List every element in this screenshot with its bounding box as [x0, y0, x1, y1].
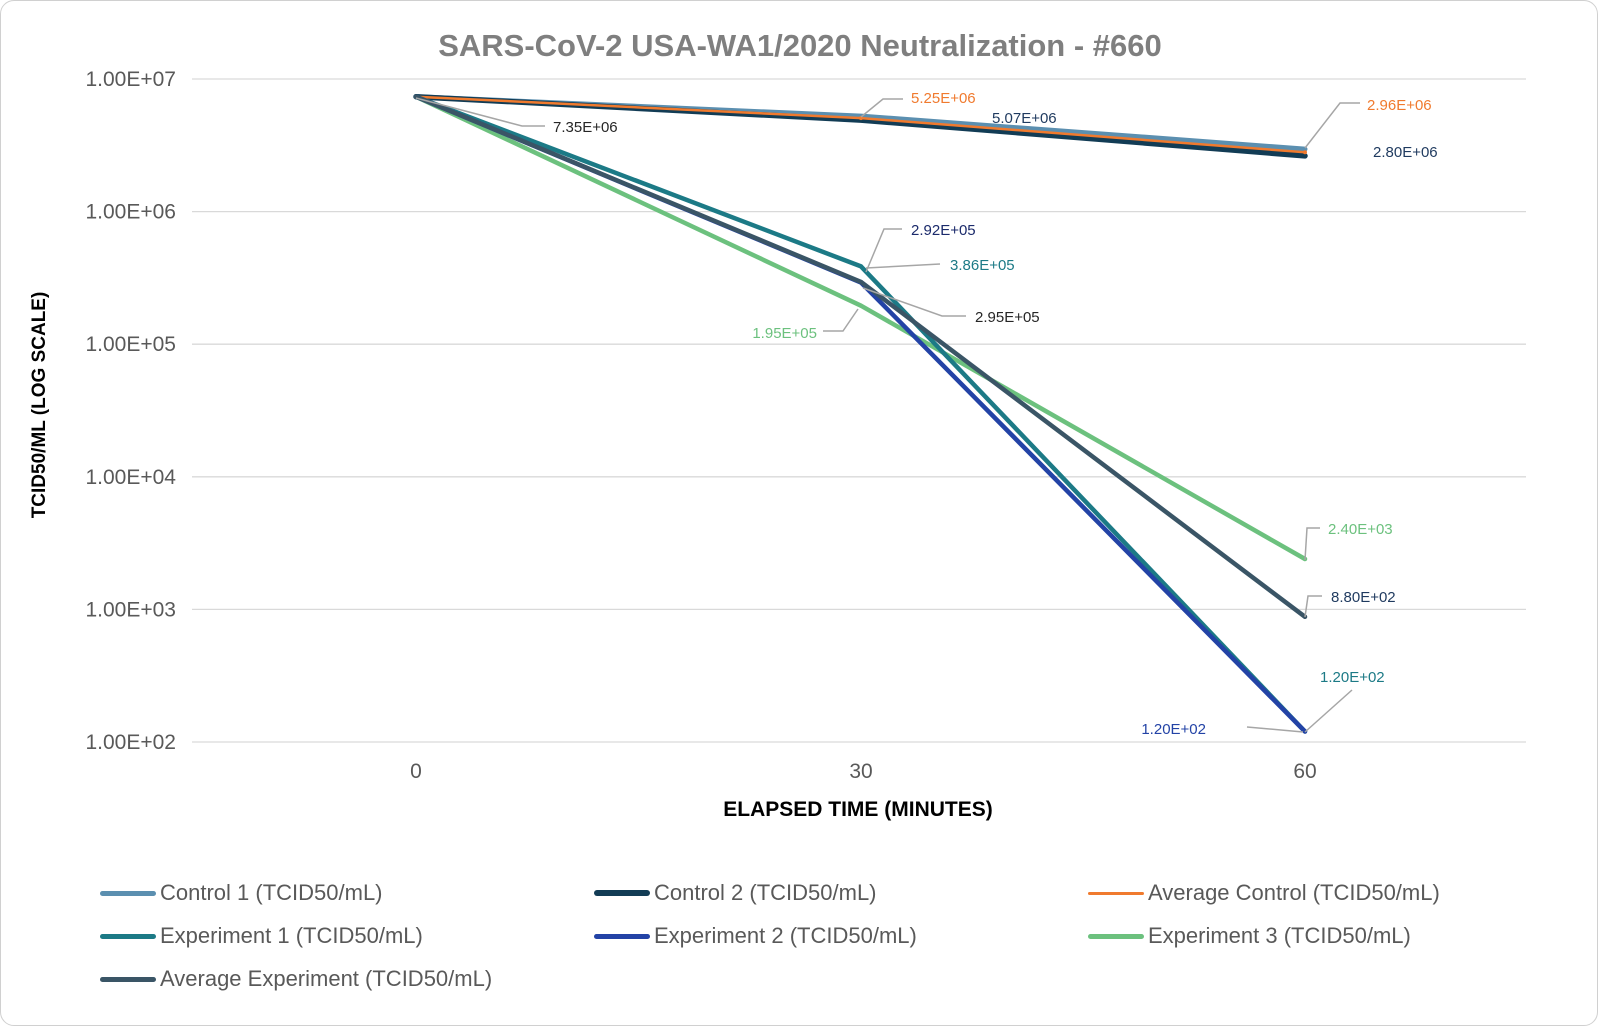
data-labels: 7.35E+06 5.25E+06 5.07E+06 2.96E+06 2.80E+06… — [553, 90, 1438, 738]
legend-label: Control 1 (TCID50/mL) — [160, 880, 383, 905]
y-tick-label: 1.00E+06 — [85, 201, 176, 224]
data-label: 5.07E+06 — [992, 110, 1057, 127]
x-tick-label: 30 — [849, 760, 872, 783]
label-leader-line — [1304, 102, 1360, 149]
label-leader-line — [823, 308, 859, 332]
series-line — [413, 94, 1308, 734]
data-label: 5.25E+06 — [911, 90, 976, 107]
legend-label: Experiment 2 (TCID50/mL) — [654, 923, 917, 948]
legend-label: Average Control (TCID50/mL) — [1148, 880, 1440, 905]
y-tick-label: 1.00E+07 — [85, 68, 176, 91]
legend-label: Experiment 3 (TCID50/mL) — [1148, 923, 1411, 948]
data-point — [859, 303, 863, 308]
label-leader-line — [1304, 527, 1320, 561]
label-leader-line — [1246, 726, 1304, 733]
legend-swatch — [1088, 933, 1144, 939]
y-tick-label: 1.00E+02 — [85, 731, 176, 754]
data-label: 2.95E+05 — [975, 309, 1040, 326]
label-leader-line — [1304, 595, 1322, 618]
x-axis-title: ELAPSED TIME (MINUTES) — [723, 798, 993, 821]
label-leader-line — [865, 228, 902, 273]
series-line — [413, 94, 1308, 620]
legend-item-experiment-3: Experiment 3 (TCID50/mL) — [1088, 921, 1560, 951]
series-line — [413, 94, 1308, 734]
label-leaders — [415, 97, 1360, 733]
y-tick-label: 1.00E+05 — [85, 333, 176, 356]
x-axis-ticks: 0 30 60 — [410, 760, 1317, 783]
data-point — [859, 279, 863, 284]
legend-label: Experiment 1 (TCID50/mL) — [160, 923, 423, 948]
label-leader-line — [860, 98, 903, 118]
legend-label: Average Experiment (TCID50/mL) — [160, 966, 493, 991]
data-label: 1.20E+02 — [1141, 721, 1206, 738]
data-label: 3.86E+05 — [950, 257, 1015, 274]
data-label: 2.96E+06 — [1367, 97, 1432, 114]
legend-swatch — [100, 890, 156, 896]
legend-swatch — [594, 890, 650, 896]
legend-item-experiment-1: Experiment 1 (TCID50/mL) — [100, 921, 594, 951]
chart-legend: Control 1 (TCID50/mL) Control 2 (TCID50/… — [100, 878, 1560, 994]
y-tick-label: 1.00E+03 — [85, 598, 176, 621]
data-label: 2.80E+06 — [1373, 144, 1438, 161]
data-point — [859, 264, 863, 269]
legend-item-average-experiment: Average Experiment (TCID50/mL) — [100, 964, 594, 994]
y-tick-label: 1.00E+04 — [85, 466, 176, 489]
label-leader-line — [862, 287, 966, 317]
label-leader-line — [1304, 689, 1353, 733]
data-label: 2.40E+03 — [1328, 521, 1393, 538]
x-tick-label: 60 — [1293, 760, 1316, 783]
data-label: 7.35E+06 — [553, 119, 618, 136]
legend-item-control-1: Control 1 (TCID50/mL) — [100, 878, 594, 908]
label-leader-line — [865, 263, 941, 269]
y-axis-title: TCID50/ML (LOG SCALE) — [29, 292, 50, 519]
legend-label: Control 2 (TCID50/mL) — [654, 880, 877, 905]
chart-title: SARS-CoV-2 USA-WA1/2020 Neutralization -… — [438, 28, 1162, 63]
series-lines — [413, 93, 1308, 734]
y-axis-ticks: 1.00E+02 1.00E+03 1.00E+04 1.00E+05 1.00E+06… — [85, 68, 176, 754]
label-leader-line — [415, 97, 545, 127]
legend-swatch — [1088, 891, 1144, 895]
data-label: 8.80E+02 — [1331, 589, 1396, 606]
data-label: 1.95E+05 — [752, 325, 817, 342]
legend-item-experiment-2: Experiment 2 (TCID50/mL) — [594, 921, 1088, 951]
gridlines — [192, 78, 1526, 743]
legend-item-average-control: Average Control (TCID50/mL) — [1088, 878, 1560, 908]
legend-swatch — [594, 933, 650, 939]
data-point — [1303, 153, 1307, 158]
legend-item-control-2: Control 2 (TCID50/mL) — [594, 878, 1088, 908]
data-point — [1303, 147, 1307, 152]
legend-swatch — [100, 976, 156, 982]
legend-swatch — [100, 933, 156, 939]
data-point — [1303, 150, 1307, 155]
data-label: 2.92E+05 — [911, 222, 976, 239]
data-label: 1.20E+02 — [1320, 669, 1385, 686]
series-line — [413, 94, 1308, 562]
x-tick-label: 0 — [410, 760, 422, 783]
